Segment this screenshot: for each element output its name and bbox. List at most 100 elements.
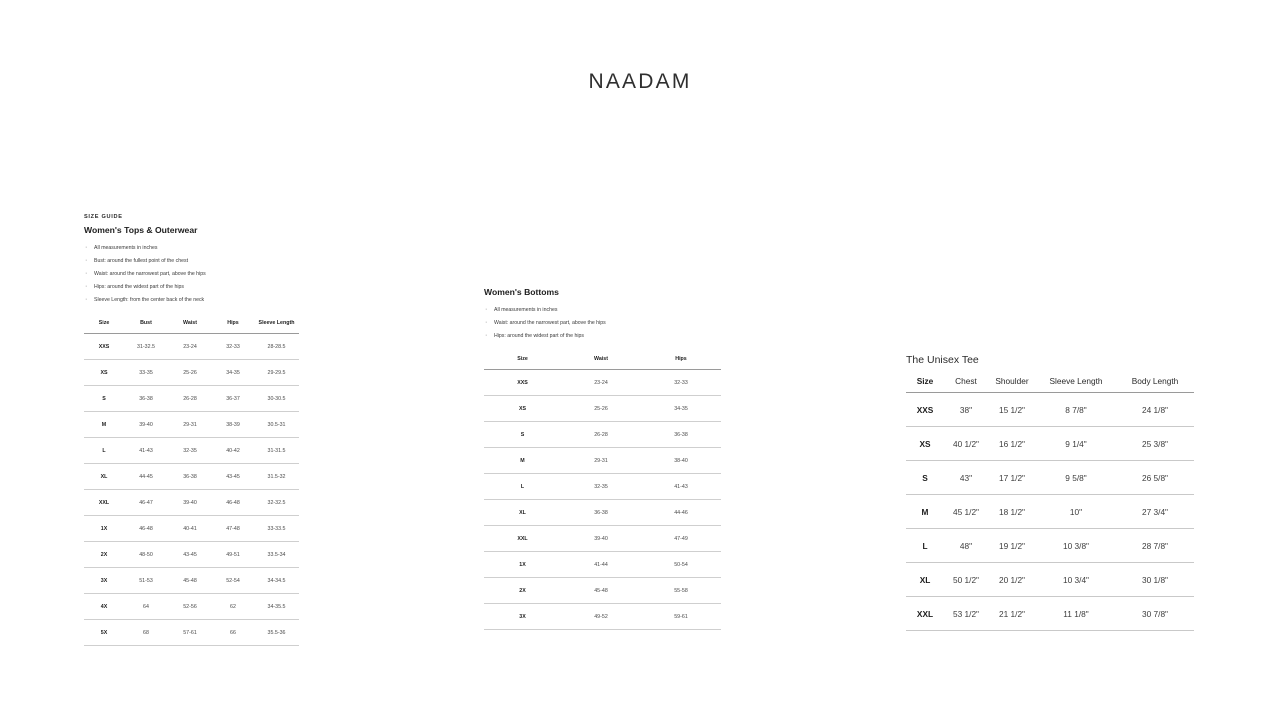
column-header-size: Size [84, 313, 124, 334]
cell-waist: 26-28 [168, 385, 212, 412]
table-row: L 32-35 41-43 [484, 473, 721, 500]
cell-shoulder: 19 1/2" [988, 528, 1036, 563]
cell-hips: 32-33 [641, 369, 721, 396]
column-header-size: Size [906, 370, 944, 393]
cell-size: XXL [84, 489, 124, 516]
table-header-row: Size Waist Hips [484, 349, 721, 370]
cell-bust: 44-45 [124, 463, 168, 490]
cell-sleeve-length: 8 7/8" [1065, 404, 1087, 415]
cell-size: L [84, 437, 124, 464]
tops-size-table: Size Bust Waist Hips Sleeve Length XXS 3… [84, 313, 299, 646]
cell-bust: 64 [124, 593, 168, 620]
cell-size: XXL [906, 596, 944, 631]
cell-size: 1X [484, 551, 561, 578]
cell-sleeve: 31-31.5 [254, 437, 299, 464]
cell-waist: 25-26 [561, 395, 641, 422]
cell-size: S [484, 421, 561, 448]
cell-hips: 34-35 [212, 359, 254, 386]
table-row: M 29-31 38-40 [484, 447, 721, 474]
cell-shoulder: 18 1/2" [988, 494, 1036, 529]
table-row: XXL 53 1/2" 21 1/2" 11 1/8" 30 7/8" [906, 596, 1194, 631]
cell-size: XL [906, 562, 944, 597]
cell-size: 3X [484, 603, 561, 630]
table-header-row: Size Chest Shoulder Sleeve Length Body L… [906, 370, 1194, 393]
table-header-row: Size Bust Waist Hips Sleeve Length [84, 313, 299, 334]
tops-panel-title: Women's Tops & Outerwear [84, 225, 198, 235]
cell-sleeve-length: 11 1/8" [1036, 596, 1116, 631]
cell-sleeve: 28-28.5 [254, 333, 299, 360]
table-row: L 41-43 32-35 40-42 31-31.5 [84, 437, 299, 464]
cell-hips: 66 [212, 619, 254, 646]
cell-waist: 32-35 [168, 437, 212, 464]
naadam-wordmark[interactable]: NAADAM [588, 70, 692, 93]
cell-waist: 29-31 [561, 447, 641, 474]
table-row: XS 40 1/2" 16 1/2" 9 1/4" 25 3/8" [906, 426, 1194, 461]
cell-body-length: 30 7/8" [1116, 596, 1194, 631]
cell-size: XXS [484, 369, 561, 396]
tee-panel-title: The Unisex Tee [906, 354, 979, 366]
cell-bust: 31-32.5 [124, 333, 168, 360]
bottoms-panel-title: Women's Bottoms [484, 287, 559, 297]
cell-chest: 38" [959, 404, 973, 415]
cell-sleeve: 34-35.5 [254, 593, 299, 620]
cell-waist: 45-48 [561, 577, 641, 604]
brand-header: NAADAM [0, 70, 1280, 94]
cell-waist: 29-31 [168, 411, 212, 438]
cell-size: XXS [84, 333, 124, 360]
table-row: XL 50 1/2" 20 1/2" 10 3/4" 30 1/8" [906, 562, 1194, 597]
cell-size: XXL [484, 525, 561, 552]
cell-size: 2X [84, 541, 124, 568]
column-header-bust: Bust [124, 313, 168, 334]
cell-size: 4X [84, 593, 124, 620]
cell-shoulder: 15 1/2" [998, 404, 1025, 415]
cell-size: M [906, 494, 944, 529]
cell-hips: 38-40 [641, 447, 721, 474]
cell-body-length: 27 3/4" [1116, 494, 1194, 529]
cell-size: XL [484, 499, 561, 526]
cell-bust: 36-38 [124, 385, 168, 412]
cell-shoulder: 17 1/2" [988, 460, 1036, 495]
cell-chest: 53 1/2" [944, 596, 988, 631]
cell-hips: 55-58 [641, 577, 721, 604]
cell-sleeve: 34-34.5 [254, 567, 299, 594]
cell-hips: 47-48 [212, 515, 254, 542]
list-item: Bust: around the fullest point of the ch… [84, 254, 299, 268]
table-row: 3X 51-53 45-48 52-54 34-34.5 [84, 567, 299, 594]
table-row: XXL 46-47 39-40 46-48 32-32.5 [84, 489, 299, 516]
table-row: 1X 41-44 50-54 [484, 551, 721, 578]
table-row: 3X 49-52 59-61 [484, 603, 721, 630]
table-row: XXS 31-32.5 23-24 32-33 28-28.5 [84, 333, 299, 360]
list-item: Hips: around the widest part of the hips [484, 329, 721, 343]
cell-chest: 43" [944, 460, 988, 495]
cell-hips: 32-33 [212, 333, 254, 360]
cell-hips: 36-37 [212, 385, 254, 412]
list-item: Waist: around the narrowest part, above … [484, 316, 721, 330]
cell-waist: 43-45 [168, 541, 212, 568]
cell-size: 5X [84, 619, 124, 646]
cell-waist: 26-28 [561, 421, 641, 448]
column-header-hips: Hips [641, 349, 721, 370]
table-row: XS 33-35 25-26 34-35 29-29.5 [84, 359, 299, 386]
column-header-waist: Waist [168, 313, 212, 334]
cell-waist: 49-52 [561, 603, 641, 630]
column-header-chest: Chest [944, 370, 988, 393]
cell-size: S [906, 460, 944, 495]
cell-bust: 51-53 [124, 567, 168, 594]
table-row: XL 44-45 36-38 43-45 31.5-32 [84, 463, 299, 490]
list-item: All measurements in inches [484, 303, 721, 317]
table-row: XS 25-26 34-35 [484, 395, 721, 422]
column-header-body-length: Body Length [1116, 370, 1194, 393]
table-row: XXS 23-24 32-33 [484, 369, 721, 396]
cell-size: XS [484, 395, 561, 422]
cell-waist: 36-38 [561, 499, 641, 526]
cell-sleeve: 30-30.5 [254, 385, 299, 412]
cell-body-length: 28 7/8" [1116, 528, 1194, 563]
cell-bust: 48-50 [124, 541, 168, 568]
list-item: Sleeve Length: from the center back of t… [84, 293, 299, 307]
cell-waist: 36-38 [168, 463, 212, 490]
cell-size: L [906, 528, 944, 563]
cell-size: M [484, 447, 561, 474]
cell-waist: 39-40 [168, 489, 212, 516]
cell-waist: 57-61 [168, 619, 212, 646]
cell-hips: 36-38 [641, 421, 721, 448]
